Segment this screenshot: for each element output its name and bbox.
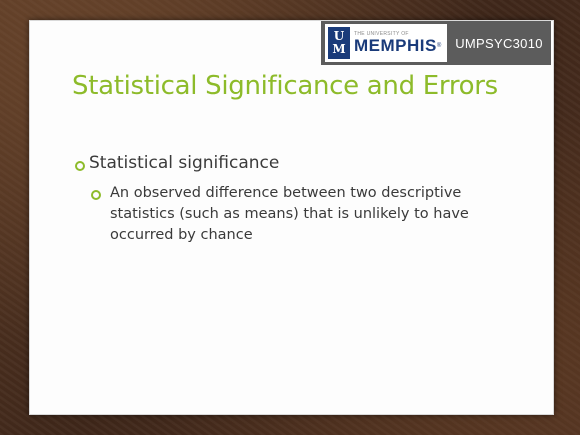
- logo-mark-letter-m: M: [332, 42, 346, 56]
- slide-canvas: U M THE UNIVERSITY OF MEMPHIS® UMPSYC301…: [29, 20, 554, 415]
- slide-title: Statistical Significance and Errors: [72, 71, 498, 101]
- um-logo-icon: U M: [328, 27, 350, 59]
- university-logo: U M THE UNIVERSITY OF MEMPHIS®: [325, 24, 447, 62]
- logo-main-text: MEMPHIS®: [354, 37, 442, 55]
- logo-wordmark: THE UNIVERSITY OF MEMPHIS®: [354, 31, 442, 55]
- registered-mark-icon: ®: [436, 43, 442, 49]
- sub-bullet-text: An observed difference between two descr…: [110, 185, 469, 243]
- logo-main-word: MEMPHIS: [354, 36, 437, 55]
- ring-bullet-icon: [75, 158, 89, 180]
- sub-bullet-item: An observed difference between two descr…: [91, 183, 515, 246]
- bullet-item: Statistical significance: [75, 152, 515, 180]
- course-code-label: UMPSYC3010: [455, 35, 543, 51]
- header-logo-bar: U M THE UNIVERSITY OF MEMPHIS® UMPSYC301…: [321, 21, 551, 65]
- logo-mark-letter-u: U: [333, 29, 345, 43]
- logo-small-text: THE UNIVERSITY OF: [354, 31, 409, 37]
- bullet-list: Statistical significance An observed dif…: [75, 152, 515, 246]
- ring-bullet-icon: [91, 188, 110, 209]
- bullet-text: Statistical significance: [89, 153, 280, 173]
